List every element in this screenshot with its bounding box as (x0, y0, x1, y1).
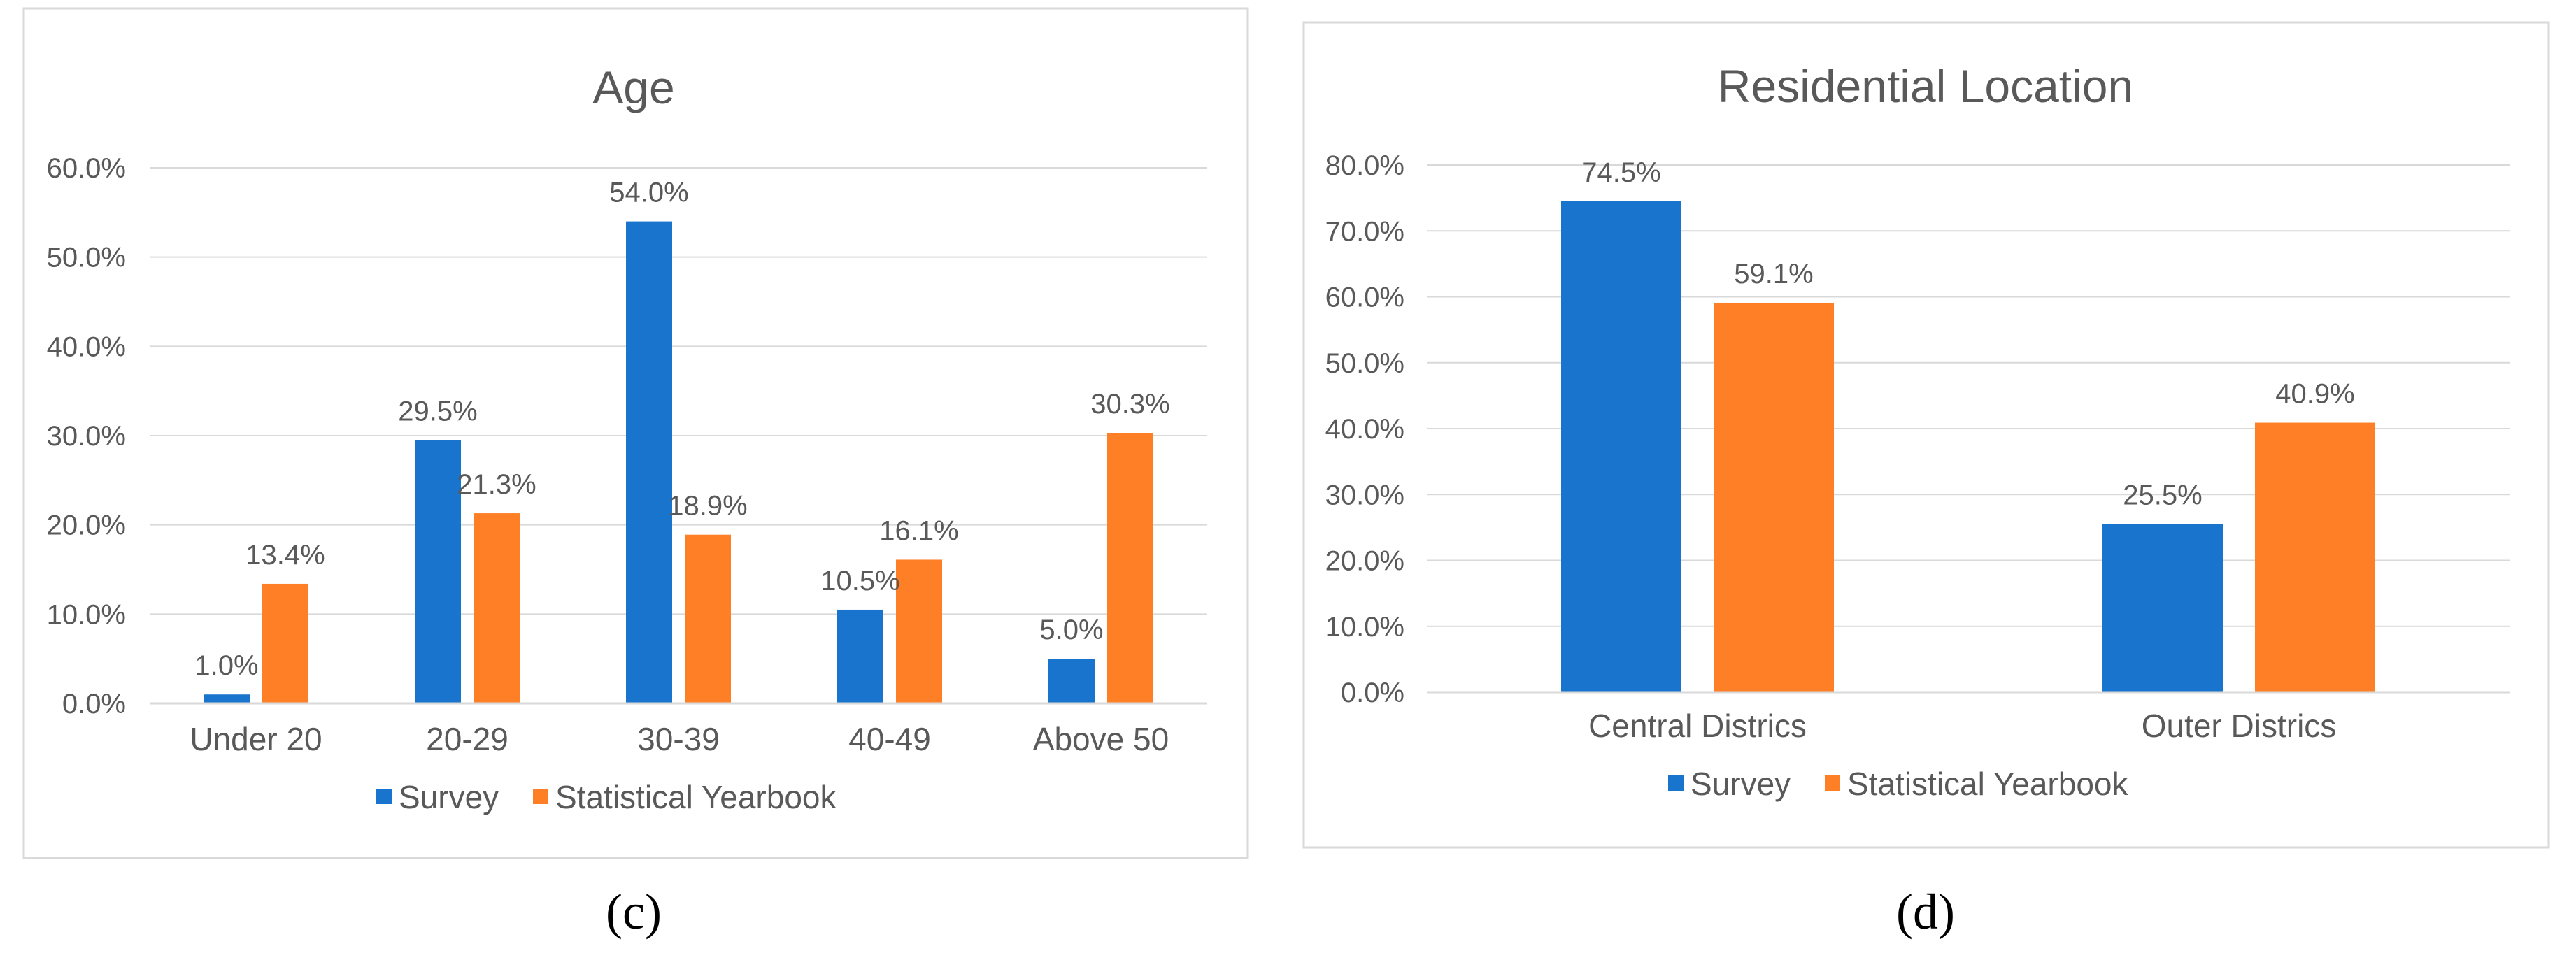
y-tick-label: 20.0% (47, 510, 126, 541)
bar-survey-1 (2102, 524, 2223, 692)
bar-statistical-yearbook-1 (474, 513, 520, 703)
y-tick-label: 70.0% (1325, 216, 1404, 247)
y-tick-label: 0.0% (1341, 678, 1404, 708)
legend-swatch-statistical-yearbook (533, 789, 548, 804)
chart-age-title: Age (592, 62, 674, 113)
data-label: 1.0% (194, 650, 258, 681)
chart-age: Age 1.0% 13.4% 29.5% 21.3% 54.0% 18.9% 10.5% 16… (22, 7, 1249, 859)
x-category-label: Outer Districs (2142, 708, 2337, 744)
chart-residential-bars (1561, 201, 2375, 692)
bar-statistical-yearbook-4 (1107, 433, 1153, 703)
chart-age-axes: 0.0% 10.0% 20.0% 30.0% 40.0% 50.0% 60.0% Under … (47, 153, 1207, 757)
bar-survey-0 (204, 694, 250, 703)
chart-age-legend: Survey Statistical Yearbook (376, 779, 837, 815)
data-label: 5.0% (1039, 615, 1103, 645)
y-tick-label: 60.0% (1325, 282, 1404, 313)
bar-statistical-yearbook-0 (1714, 302, 1834, 692)
x-category-label: 40-49 (848, 721, 931, 757)
data-label: 16.1% (879, 515, 958, 546)
y-tick-label: 40.0% (1325, 414, 1404, 445)
y-tick-label: 10.0% (47, 599, 126, 630)
bar-statistical-yearbook-1 (2255, 422, 2375, 692)
legend-swatch-statistical-yearbook (1825, 775, 1840, 791)
data-label: 25.5% (2123, 480, 2202, 511)
data-label: 40.9% (2275, 379, 2354, 410)
x-category-label: Under 20 (190, 721, 322, 757)
caption-c: (c) (606, 884, 662, 940)
y-tick-label: 20.0% (1325, 546, 1404, 577)
bar-survey-4 (1048, 659, 1095, 703)
x-category-label: Central Districs (1588, 708, 1807, 744)
chart-residential-location: Residential Location 74.5% 59.1% 25.5% 40.9… (1302, 21, 2550, 849)
data-label: 21.3% (457, 469, 536, 500)
bar-statistical-yearbook-0 (262, 583, 308, 703)
chart-residential-legend: Survey Statistical Yearbook (1668, 766, 2128, 802)
caption-d: (d) (1896, 884, 1955, 940)
data-label: 54.0% (609, 178, 688, 208)
y-tick-label: 30.0% (1325, 480, 1404, 510)
x-category-label: 30-39 (637, 721, 720, 757)
bar-survey-0 (1561, 201, 1681, 692)
x-category-label: 20-29 (426, 721, 508, 757)
data-label: 74.5% (1581, 157, 1660, 188)
x-category-label: Above 50 (1033, 721, 1169, 757)
data-label: 18.9% (668, 491, 747, 522)
y-tick-label: 10.0% (1325, 612, 1404, 643)
data-label: 13.4% (245, 540, 325, 571)
chart-residential-value-labels: 74.5% 59.1% 25.5% 40.9% (1581, 157, 2354, 511)
bar-survey-2 (626, 221, 672, 704)
bar-statistical-yearbook-3 (896, 559, 942, 703)
data-label: 10.5% (820, 566, 899, 596)
legend-swatch-survey (1668, 775, 1684, 791)
y-tick-label: 50.0% (1325, 348, 1404, 379)
legend-label: Survey (399, 779, 499, 815)
data-label: 30.3% (1090, 389, 1169, 420)
y-tick-label: 0.0% (62, 689, 126, 719)
y-tick-label: 80.0% (1325, 150, 1404, 181)
chart-age-value-labels: 1.0% 13.4% 29.5% 21.3% 54.0% 18.9% 10.5% 16.1% 5… (194, 178, 1169, 682)
bar-survey-1 (415, 440, 461, 703)
legend-label: Statistical Yearbook (1847, 766, 2128, 802)
data-label: 29.5% (398, 396, 477, 427)
bar-statistical-yearbook-2 (685, 534, 731, 703)
y-tick-label: 50.0% (47, 243, 126, 273)
y-tick-label: 30.0% (47, 421, 126, 452)
chart-residential-title: Residential Location (1718, 60, 2133, 112)
legend-label: Survey (1691, 766, 1791, 802)
legend-label: Statistical Yearbook (555, 779, 837, 815)
chart-residential-axes: 0.0% 10.0% 20.0% 30.0% 40.0% 50.0% 60.0% 70.0% 8… (1325, 150, 2510, 744)
data-label: 59.1% (1734, 259, 1813, 289)
y-tick-label: 60.0% (47, 153, 126, 184)
chart-age-bars (204, 221, 1153, 704)
bar-survey-3 (837, 609, 883, 703)
y-tick-label: 40.0% (47, 331, 126, 362)
legend-swatch-survey (376, 789, 392, 804)
